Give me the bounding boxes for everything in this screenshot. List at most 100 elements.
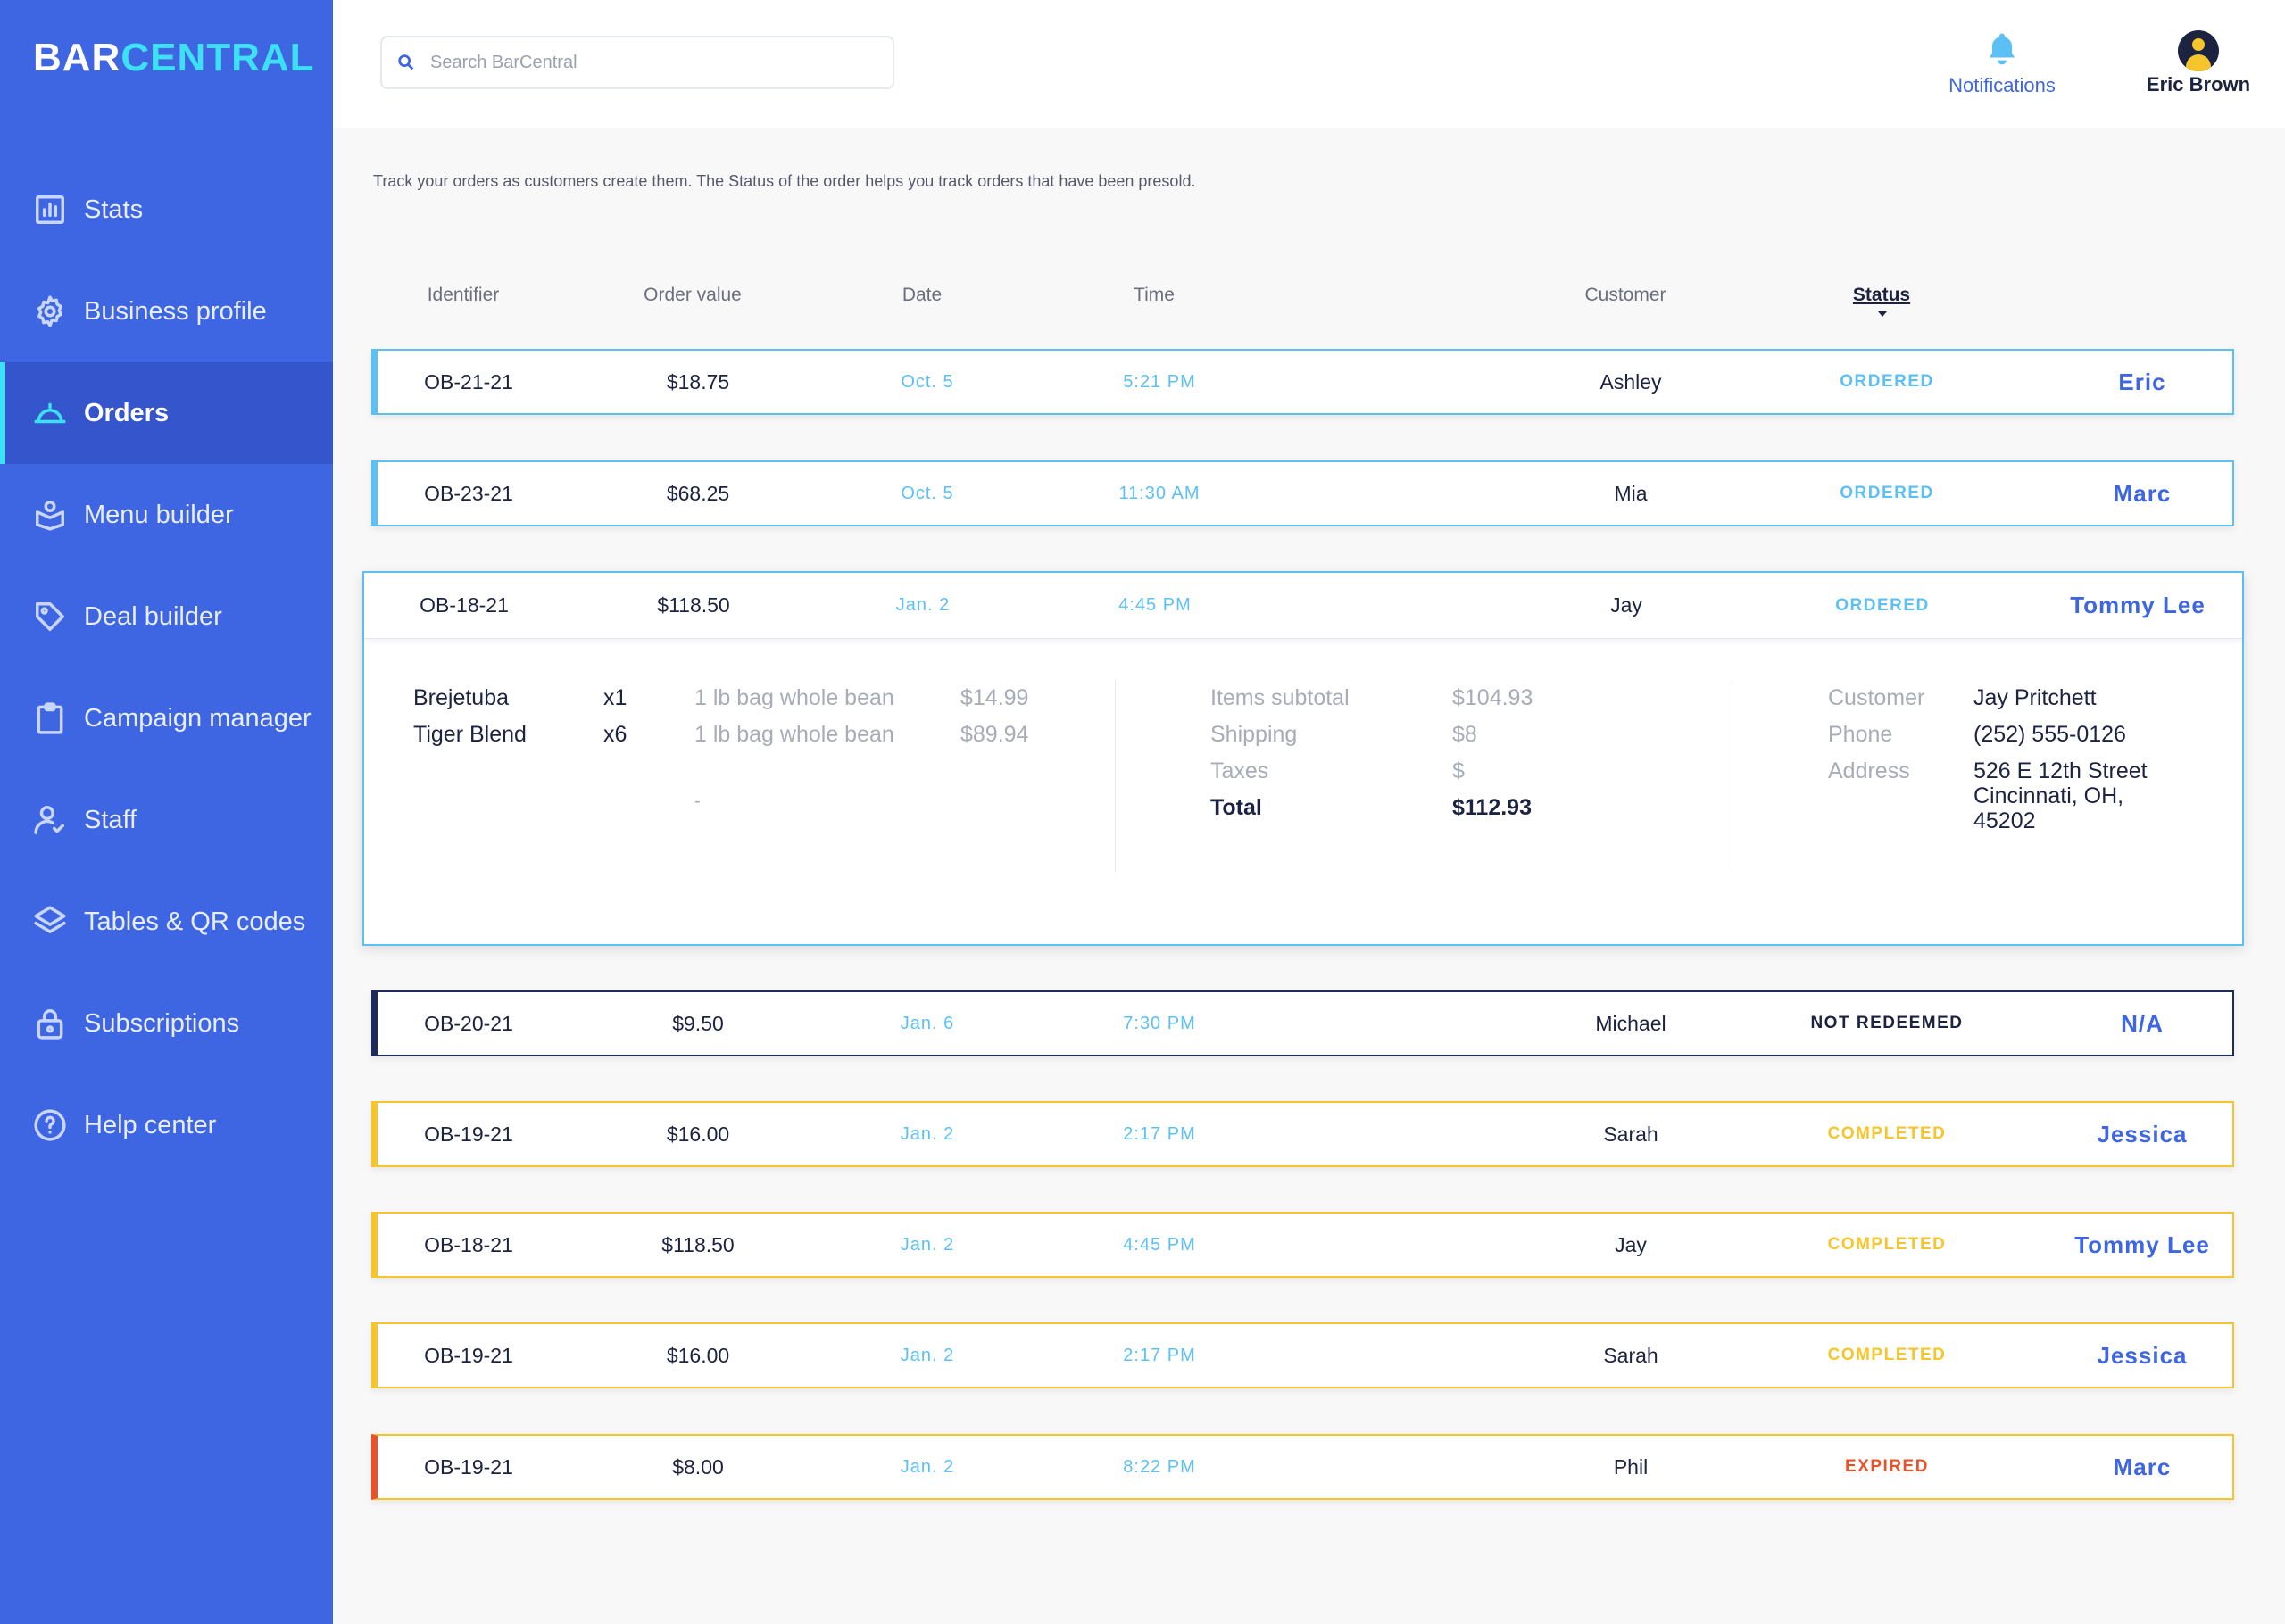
user-menu[interactable]: Eric Brown	[2109, 30, 2285, 96]
order-customer: Sarah	[1603, 1343, 1658, 1367]
order-row[interactable]: OB-20-21 $9.50 Jan. 6 7:30 PM Michael NO…	[371, 990, 2234, 1056]
item-name: Tiger Blend	[413, 722, 527, 747]
col-header-customer[interactable]: Customer	[1584, 285, 1666, 305]
sidebar-item-subscriptions[interactable]: Subscriptions	[0, 973, 333, 1074]
sort-desc-icon[interactable]	[1878, 311, 1887, 317]
sidebar-item-tables-qr[interactable]: Tables & QR codes	[0, 871, 333, 973]
item-price: $89.94	[960, 722, 1029, 747]
order-customer: Ashley	[1600, 369, 1662, 394]
sidebar-item-label: Deal builder	[84, 601, 222, 631]
order-time: 4:45 PM	[1118, 595, 1192, 615]
staff-link[interactable]: Jessica	[2097, 1341, 2188, 1369]
order-date: Jan. 2	[900, 1234, 955, 1255]
chart-icon	[32, 192, 68, 228]
order-value: $16.00	[666, 1343, 730, 1367]
address-line1: 526 E 12th Street	[1973, 758, 2148, 783]
subtotal-label: Items subtotal	[1210, 685, 1350, 710]
col-header-order-value[interactable]: Order value	[644, 285, 742, 305]
order-row[interactable]: OB-23-21 $68.25 Oct. 5 11:30 AM Mia ORDE…	[371, 460, 2234, 526]
sidebar-item-stats[interactable]: Stats	[0, 159, 333, 261]
col-header-date[interactable]: Date	[902, 285, 943, 305]
taxes-label: Taxes	[1210, 758, 1269, 783]
search-box[interactable]	[380, 36, 894, 89]
sidebar-item-menu-builder[interactable]: Menu builder	[0, 464, 333, 566]
search-icon	[398, 54, 414, 70]
order-time: 5:21 PM	[1123, 371, 1196, 392]
order-customer: Jay	[1610, 593, 1642, 617]
staff-link[interactable]: Marc	[2113, 479, 2172, 507]
order-date: Oct. 5	[901, 483, 954, 503]
order-time: 2:17 PM	[1123, 1345, 1196, 1365]
help-circle-icon	[32, 1107, 68, 1143]
item-price: $14.99	[960, 685, 1029, 710]
staff-link[interactable]: N/A	[2121, 1009, 2164, 1037]
sidebar-item-deal-builder[interactable]: Deal builder	[0, 566, 333, 667]
order-row[interactable]: OB-18-21 $118.50 Jan. 2 4:45 PM Jay COMP…	[371, 1212, 2234, 1278]
sidebar-item-label: Staff	[84, 805, 137, 834]
staff-link[interactable]: Marc	[2113, 1453, 2172, 1480]
divider	[1115, 680, 1116, 872]
search-input[interactable]	[430, 52, 877, 73]
sidebar-item-label: Subscriptions	[84, 1008, 240, 1038]
order-customer: Sarah	[1603, 1122, 1658, 1146]
item-qty: x1	[603, 685, 627, 710]
subtotal-value: $104.93	[1452, 685, 1533, 710]
address-line3: 45202	[1973, 808, 2036, 833]
order-id: OB-19-21	[424, 1454, 513, 1479]
lock-icon	[32, 1006, 68, 1041]
order-date: Jan. 2	[895, 595, 951, 615]
status-badge: COMPLETED	[1827, 1346, 1947, 1364]
order-time: 7:30 PM	[1123, 1013, 1196, 1033]
col-header-status[interactable]: Status	[1852, 285, 1911, 305]
brand-logo[interactable]: BARCENTRAL	[33, 36, 315, 80]
notifications-button[interactable]: Notifications	[1922, 30, 2082, 97]
item-desc: 1 lb bag whole bean	[694, 685, 894, 710]
sidebar-item-business-profile[interactable]: Business profile	[0, 261, 333, 362]
order-value: $18.75	[666, 369, 730, 394]
sidebar-item-label: Stats	[84, 195, 144, 224]
sidebar: BARCENTRAL Stats Business profile Orders…	[0, 0, 333, 1624]
order-row[interactable]: OB-19-21 $8.00 Jan. 2 8:22 PM Phil EXPIR…	[371, 1434, 2234, 1500]
staff-link[interactable]: Eric	[2118, 368, 2166, 395]
item-qty: x6	[603, 722, 627, 747]
order-customer: Michael	[1595, 1011, 1666, 1035]
gear-icon	[32, 294, 68, 329]
expanded-order-card: OB-18-21 $118.50 Jan. 2 4:45 PM Jay ORDE…	[362, 571, 2244, 946]
order-date: Oct. 5	[901, 371, 954, 392]
cloche-icon	[32, 395, 68, 431]
sidebar-item-label: Help center	[84, 1110, 217, 1139]
sidebar-item-label: Menu builder	[84, 500, 234, 529]
order-value: $118.50	[661, 1232, 735, 1256]
avatar	[2178, 30, 2219, 71]
order-customer: Phil	[1613, 1454, 1649, 1479]
notifications-label: Notifications	[1948, 74, 2056, 96]
order-row[interactable]: OB-19-21 $16.00 Jan. 2 2:17 PM Sarah COM…	[371, 1322, 2234, 1388]
order-value: $9.50	[672, 1011, 724, 1035]
order-id: OB-19-21	[424, 1343, 513, 1367]
taxes-value: $	[1452, 758, 1465, 783]
total-label: Total	[1210, 795, 1262, 820]
sidebar-item-label: Orders	[84, 398, 170, 427]
col-header-time[interactable]: Time	[1134, 285, 1175, 305]
staff-link[interactable]: Jessica	[2097, 1120, 2188, 1148]
col-header-identifier[interactable]: Identifier	[427, 285, 500, 305]
sidebar-item-label: Business profile	[84, 296, 267, 326]
user-name: Eric Brown	[2146, 73, 2251, 95]
sidebar-item-campaign-manager[interactable]: Campaign manager	[0, 667, 333, 769]
staff-link[interactable]: Tommy Lee	[2070, 592, 2206, 618]
staff-link[interactable]: Tommy Lee	[2074, 1230, 2210, 1258]
sidebar-nav: Stats Business profile Orders Menu build…	[0, 159, 333, 1176]
order-row[interactable]: OB-21-21 $18.75 Oct. 5 5:21 PM Ashley OR…	[371, 349, 2234, 415]
sidebar-item-help-center[interactable]: Help center	[0, 1074, 333, 1176]
expanded-order-header[interactable]: OB-18-21 $118.50 Jan. 2 4:45 PM Jay ORDE…	[364, 573, 2242, 639]
order-id: OB-18-21	[424, 1232, 513, 1256]
order-customer: Mia	[1614, 481, 1648, 505]
phone-value: (252) 555-0126	[1973, 722, 2126, 747]
shipping-value: $8	[1452, 722, 1477, 747]
order-row[interactable]: OB-19-21 $16.00 Jan. 2 2:17 PM Sarah COM…	[371, 1101, 2234, 1167]
sidebar-item-staff[interactable]: Staff	[0, 769, 333, 871]
customer-name: Jay Pritchett	[1973, 685, 2097, 710]
sidebar-item-orders[interactable]: Orders	[0, 362, 333, 464]
order-id: OB-20-21	[424, 1011, 513, 1035]
menu-box-icon	[32, 497, 68, 533]
